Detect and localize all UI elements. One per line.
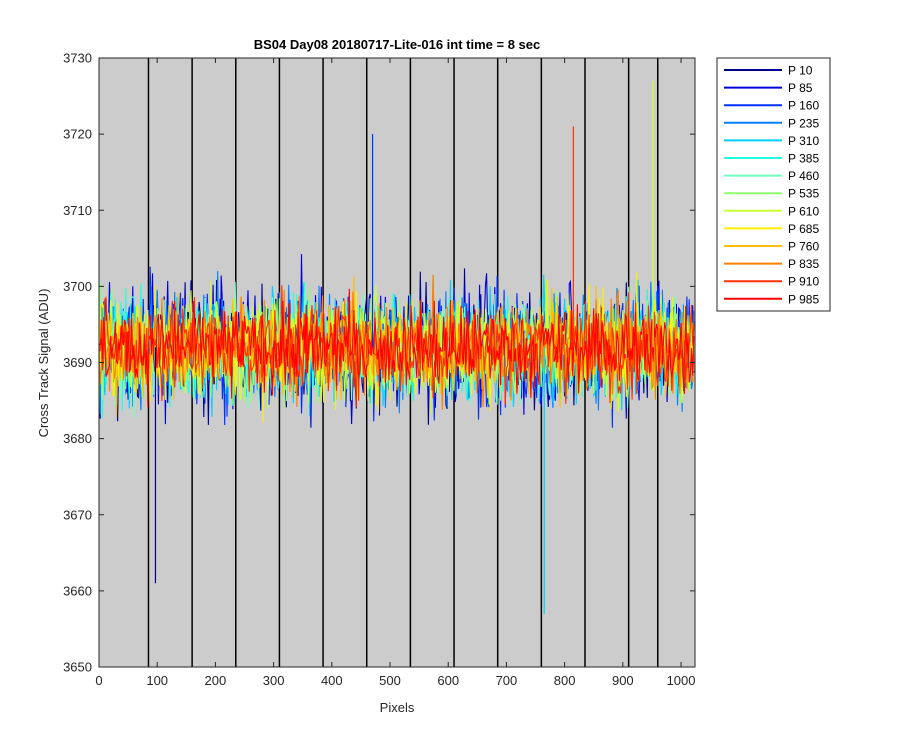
y-axis-ticks: 3650 3660 3670 3680 3690 3700 3710 3720 3730: [63, 51, 695, 675]
series-lines: [99, 80, 695, 614]
legend-label-6: P 460: [788, 169, 819, 183]
legend-label-3: P 235: [788, 116, 819, 130]
x-tick-label-600: 600: [437, 673, 459, 688]
legend-label-11: P 835: [788, 257, 819, 271]
x-tick-label-200: 200: [205, 673, 227, 688]
legend-label-8: P 610: [788, 204, 819, 218]
legend-label-1: P 85: [788, 81, 813, 95]
x-axis-ticks: 0 100 200 300 400 500 600 700 800 900 1000: [95, 58, 695, 688]
y-tick-label-3680: 3680: [63, 431, 92, 446]
legend-label-5: P 385: [788, 152, 819, 166]
y-tick-label-3720: 3720: [63, 127, 92, 142]
legend-label-13: P 985: [788, 292, 819, 306]
series-line-p-985: [99, 288, 695, 408]
y-tick-label-3710: 3710: [63, 203, 92, 218]
x-tick-label-400: 400: [321, 673, 343, 688]
x-axis-label: Pixels: [380, 700, 415, 715]
legend-label-4: P 310: [788, 134, 819, 148]
y-tick-label-3700: 3700: [63, 279, 92, 294]
y-tick-label-3660: 3660: [63, 583, 92, 598]
legend-label-10: P 760: [788, 240, 819, 254]
y-tick-label-3650: 3650: [63, 660, 92, 675]
legend-label-2: P 160: [788, 99, 819, 113]
x-tick-label-1000: 1000: [667, 673, 696, 688]
chart-title: BS04 Day08 20180717-Lite-016 int time = …: [254, 37, 541, 52]
y-tick-label-3670: 3670: [63, 507, 92, 522]
legend-label-0: P 10: [788, 64, 813, 78]
x-tick-label-900: 900: [612, 673, 634, 688]
x-tick-label-300: 300: [263, 673, 285, 688]
y-tick-label-3730: 3730: [63, 51, 92, 66]
x-tick-label-700: 700: [496, 673, 518, 688]
legend-label-7: P 535: [788, 187, 819, 201]
x-tick-label-500: 500: [379, 673, 401, 688]
legend-label-9: P 685: [788, 222, 819, 236]
x-tick-label-0: 0: [95, 673, 102, 688]
y-axis-label: Cross Track Signal (ADU): [36, 289, 51, 438]
y-tick-label-3690: 3690: [63, 355, 92, 370]
legend-box: [716, 57, 831, 312]
legend-label-12: P 910: [788, 275, 819, 289]
legend: P 10 P 85 P 160 P 235 P 310 P 385 P 460 P 535 P …: [716, 57, 831, 312]
x-tick-label-100: 100: [146, 673, 168, 688]
x-tick-label-800: 800: [554, 673, 576, 688]
